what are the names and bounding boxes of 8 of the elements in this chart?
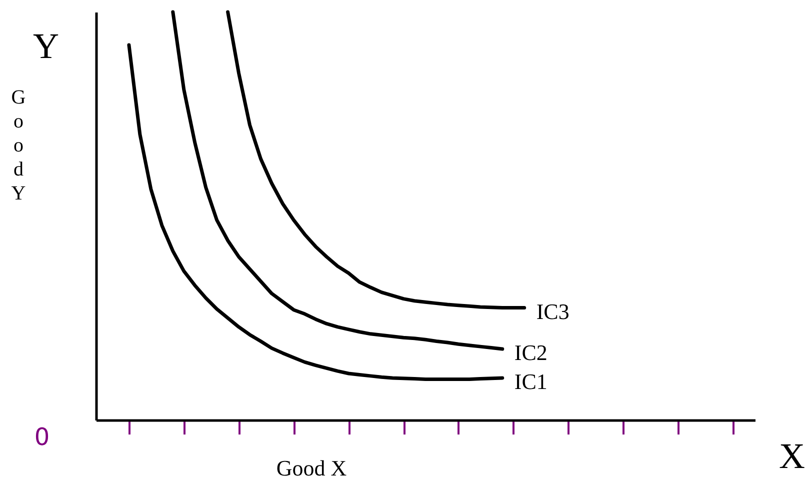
text: X: [779, 436, 805, 476]
text: 0: [34, 423, 50, 451]
x-axis-title: Good X: [276, 456, 347, 480]
series-label: IC1: [514, 368, 548, 394]
y-axis-title: Good Y: [11, 86, 26, 204]
text: Y: [33, 26, 59, 66]
series-label: IC3: [536, 298, 570, 324]
series-label: IC2: [514, 340, 548, 366]
